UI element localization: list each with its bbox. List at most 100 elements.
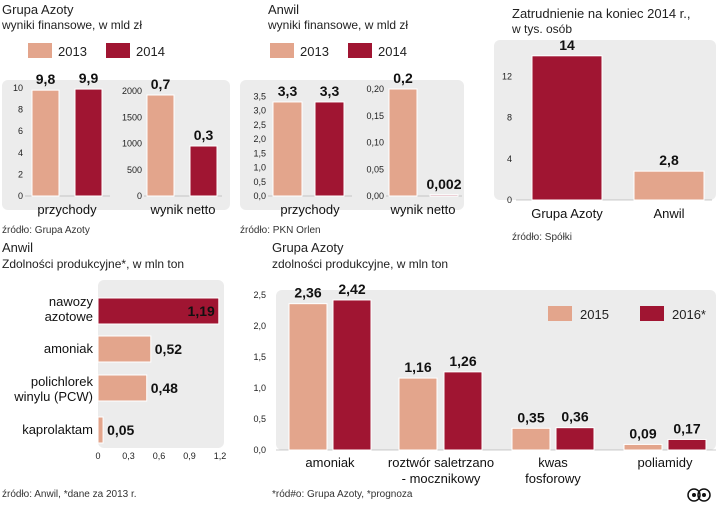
x-category-label: przychody [280,202,340,217]
bar-value-label: 1,19 [188,303,215,319]
panel2-source: źródło: PKN Orlen [240,225,321,236]
bar-2015 [398,377,438,451]
bar-2016* [443,371,483,451]
an-przychody-y-tick: 2,0 [253,134,266,144]
bar-value-label: 2,42 [338,281,365,297]
bar-2015 [288,303,328,451]
legend-swatch-2016 [640,306,664,321]
ga-zdolnosci-y-tick: 0,5 [253,414,266,424]
an-wynik-y-tick: 0,05 [366,164,384,174]
an-wynik-y-tick: 0,20 [366,84,384,94]
bar-value-label: 0,09 [629,425,656,441]
x-tick: 0,6 [153,451,166,461]
zatrudnienie-y-tick: 12 [502,71,512,81]
bar-value-label: 14 [559,37,575,53]
zatrudnienie-y-tick: 8 [507,113,512,123]
bar-2013 [146,94,175,197]
an-przychody-y-tick: 1,0 [253,163,266,173]
panel4-subtitle: Zdolności produkcyjne*, w mln ton [2,257,184,271]
panel5-subtitle: zdolności produkcyjne, w mln ton [272,257,448,271]
ga-przychody-y-tick: 2 [18,169,23,179]
bar-polichlorek winylu (PCW) [97,374,148,402]
panel3-source: źródło: Spółki [512,232,572,243]
bar-value-label: 2,36 [294,285,321,301]
bar-2015 [511,427,551,451]
panel1-subtitle: wyniki finansowe, w mld zł [1,18,142,32]
bar-2016* [332,299,372,451]
bar-2016* [667,438,707,451]
bar-value-label: 0,3 [194,127,214,143]
x-category-label: poliamidy [638,455,693,470]
bar-2014 [189,145,218,197]
bar-value-label: 1,16 [404,359,431,375]
legend-label-2013: 2013 [58,44,87,59]
y-category-label: polichlorek winylu (PCW) [13,374,93,404]
bar-value-label: 0,002 [426,176,461,192]
ga-wynik-y-tick: 0 [137,191,142,201]
panel5-source: *ród#o: Grupa Azoty, *prognoza [272,489,413,500]
ga-przychody-y-tick: 0 [18,191,23,201]
x-tick: 0,9 [183,451,196,461]
legend-swatch-2014 [348,43,372,58]
x-category-label: Anwil [653,206,684,221]
ga-zdolnosci-y-tick: 0,0 [253,445,266,455]
bar-value-label: 0,36 [561,409,588,425]
x-tick: 0 [95,451,100,461]
bar-value-label: 0,35 [517,409,544,425]
bar-2014 [429,194,459,197]
bar-value-label: 0,05 [107,422,134,438]
bar-kaprolaktam [97,416,104,444]
bar-value-label: 0,52 [155,341,182,357]
bar-value-label: 3,3 [278,83,298,99]
panel1-source: źródło: Grupa Azoty [2,225,90,236]
chart-marks: 0 2 4 6 8 10 9,8 9,9 przychody 0 500 1000 1500 2000 0,… [13,37,716,486]
legend-label-2013: 2013 [300,44,329,59]
bar-value-label: 0,2 [393,70,413,86]
logo-text: PAP [710,502,712,505]
panel5-title: Grupa Azoty [272,240,344,255]
bar-value-label: 1,26 [449,353,476,369]
x-category-label: wynik netto [389,202,455,217]
an-wynik-y-tick: 0,10 [366,138,384,148]
panel3-title: Zatrudnienie na koniec 2014 r., [512,6,691,21]
ga-zdolnosci-y-tick: 2,0 [253,321,266,331]
panel2-subtitle: wyniki finansowe, w mld zł [267,18,408,32]
an-wynik-y-tick: 0,15 [366,111,384,121]
an-przychody-y-tick: 3,5 [253,91,266,101]
ga-przychody-y-tick: 4 [18,148,23,158]
ga-zdolnosci-y-tick: 1,0 [253,383,266,393]
bar-amoniak [97,335,152,363]
legend-label-2014: 2014 [136,44,165,59]
panel1-title: Grupa Azoty [2,2,74,17]
ga-wynik-y-tick: 500 [127,165,142,175]
an-przychody-y-tick: 0,0 [253,191,266,201]
legend-swatch-2013 [270,43,294,58]
bar-nawozy azotowe [97,297,220,325]
y-category-label: nawozy azotowe [45,294,94,324]
legend-swatch-2015 [548,306,572,321]
bar-value-label: 0,48 [151,380,178,396]
panel5-background [276,290,716,450]
an-przychody-y-tick: 0,5 [253,177,266,187]
bar-Anwil [633,170,705,201]
x-category-label: kwas fosforowy [525,455,581,486]
y-category-label: amoniak [44,341,94,356]
legend-label-2015: 2015 [580,307,609,322]
x-category-label: roztwór saletrzano - mocznikowy [388,455,494,486]
bar-2015 [623,443,663,451]
x-tick: 0,3 [122,451,135,461]
zatrudnienie-y-tick: 4 [507,154,512,164]
y-category-label: kaprolaktam [22,422,93,437]
pap-logo: PAP [687,488,712,505]
legend-swatch-2013 [28,43,52,58]
bar-2013 [272,101,303,197]
legend-swatch-2014 [106,43,130,58]
bar-value-label: 9,9 [79,70,99,86]
an-przychody-y-tick: 1,5 [253,148,266,158]
panel2-title: Anwil [268,2,299,17]
legend-label-2014: 2014 [378,44,407,59]
ga-przychody-y-tick: 8 [18,105,23,115]
x-category-label: wynik netto [149,202,215,217]
an-wynik-y-tick: 0,00 [366,191,384,201]
